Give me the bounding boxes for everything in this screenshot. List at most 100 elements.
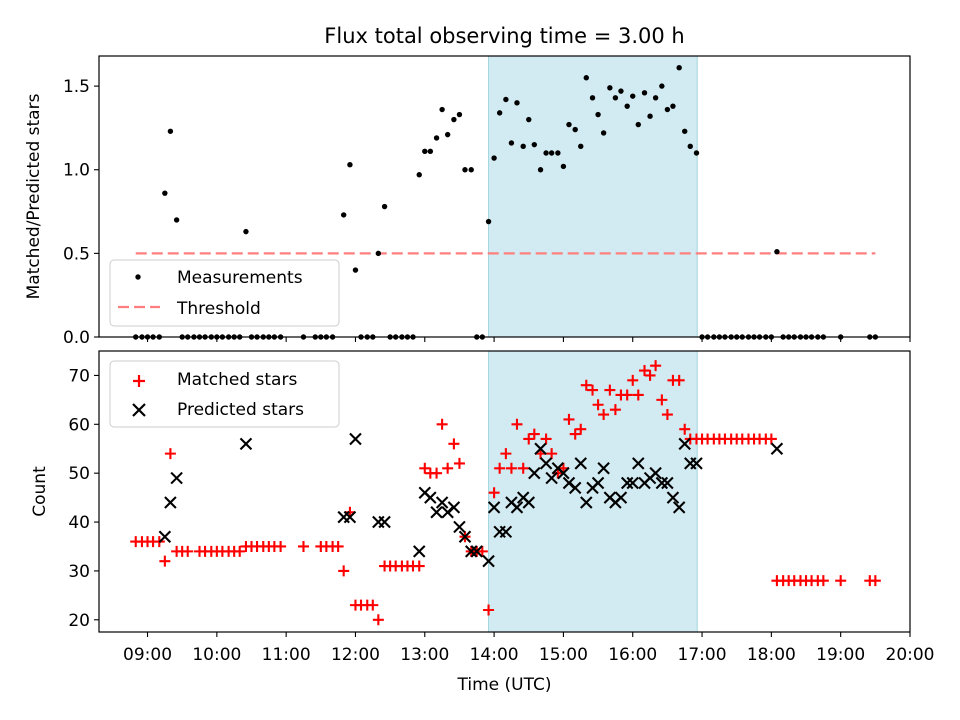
predicted-star-point <box>412 545 426 558</box>
measurement-point <box>451 116 457 123</box>
predicted-star-point <box>458 530 472 543</box>
measurement-point <box>503 96 509 103</box>
matched-star-point <box>367 599 379 611</box>
predicted-star-point <box>170 471 183 485</box>
matched-star-point <box>182 545 194 557</box>
measurement-point <box>607 85 613 91</box>
matched-star-point <box>679 423 691 435</box>
measurement-point <box>555 150 561 156</box>
measurement-point <box>624 103 630 109</box>
predicted-star-point <box>435 496 449 509</box>
matched-star-point <box>598 409 610 421</box>
matched-star-point <box>476 545 488 557</box>
matched-star-point <box>604 384 616 396</box>
count-ytick-label: 30 <box>68 562 90 582</box>
ratio-y-ticks: 0.0 0.5 1.0 1.5 <box>63 77 99 348</box>
matched-star-point <box>650 360 662 372</box>
count-panel: 20 30 40 50 60 70 09:00 10:00 11:00 12:00 13:00 14… <box>30 350 935 695</box>
matched-star-point <box>511 418 523 430</box>
matched-star-point <box>419 462 431 474</box>
measurement-point <box>439 106 445 113</box>
measurement-point <box>167 128 174 134</box>
ratio-ytick-label: 0.5 <box>63 244 90 264</box>
matched-star-point <box>234 545 246 557</box>
matched-star-point <box>569 428 581 440</box>
measurement-point <box>641 90 648 96</box>
ratio-ytick-label: 1.0 <box>63 161 90 181</box>
count-ytick-label: 20 <box>68 611 90 631</box>
measurement-point <box>508 140 515 146</box>
matched-star-point <box>494 462 506 474</box>
predicted-star-point <box>528 466 541 480</box>
measurement-point <box>456 111 463 118</box>
measurement-point <box>578 143 584 150</box>
measurement-point <box>352 267 359 273</box>
matched-star-point <box>431 467 443 479</box>
count-y-ticks: 20 30 40 50 60 70 <box>68 366 99 631</box>
predicted-star-point <box>666 491 680 504</box>
measurement-point <box>462 167 468 173</box>
matched-star-point <box>639 365 651 377</box>
ratio-panel: 0.0 0.5 1.0 1.5 Matched/Predicted stars Mea… <box>24 55 911 348</box>
measurement-point <box>491 155 497 161</box>
count-xtick-label: 18:00 <box>747 645 796 665</box>
measurement-point <box>635 121 641 128</box>
legend-marker-predicted <box>132 403 146 417</box>
predicted-star-point <box>574 457 587 470</box>
predicted-star-point <box>672 501 686 514</box>
measurement-point <box>664 106 671 113</box>
count-xtick-label: 14:00 <box>470 645 519 665</box>
measurement-point <box>520 143 526 150</box>
predicted-star-point <box>349 432 362 446</box>
matched-star-point <box>436 418 448 430</box>
measurement-point <box>531 141 538 148</box>
measurement-point <box>537 167 544 173</box>
matched-star-point <box>372 614 384 626</box>
matched-star-point <box>442 462 454 474</box>
matched-star-point <box>500 448 512 460</box>
measurement-point <box>618 88 624 94</box>
count-legend-box <box>109 360 340 428</box>
measurement-point <box>612 95 619 101</box>
measurement-point <box>375 250 382 257</box>
count-ytick-label: 70 <box>68 366 90 386</box>
matched-star-point <box>523 433 535 445</box>
ratio-y-axis-label: Matched/Predicted stars <box>24 93 44 299</box>
predicted-star-point <box>343 510 357 524</box>
measurement-point <box>543 150 549 156</box>
legend-marker-matched <box>133 375 145 387</box>
predicted-star-point <box>655 476 669 490</box>
matched-star-point <box>483 604 495 616</box>
measurement-point <box>560 163 567 170</box>
measurement-point <box>514 100 520 106</box>
matched-star-point <box>338 565 350 577</box>
matched-star-point <box>164 448 176 460</box>
matched-star-point <box>632 389 644 401</box>
legend-label-predicted: Predicted stars <box>177 400 304 420</box>
predicted-star-point <box>487 501 501 514</box>
predicted-star-point <box>690 457 703 470</box>
matched-star-point <box>765 433 777 445</box>
measurement-point <box>381 203 388 210</box>
measurement-point <box>444 131 451 138</box>
measurement-point <box>693 150 700 156</box>
predicted-star-point <box>649 466 662 480</box>
measurement-point <box>526 116 532 123</box>
predicted-star-point <box>557 466 570 480</box>
matched-star-point <box>587 384 599 396</box>
count-xtick-label: 13:00 <box>400 645 449 665</box>
legend-label-matched: Matched stars <box>177 370 297 390</box>
matched-star-point <box>448 438 460 450</box>
measurement-point <box>548 150 555 156</box>
count-xtick-label: 11:00 <box>262 645 311 665</box>
measurement-point <box>347 162 353 168</box>
measurement-point <box>416 172 422 178</box>
count-xtick-label: 10:00 <box>192 645 241 665</box>
matched-star-point <box>528 428 540 440</box>
predicted-star-point <box>499 525 513 539</box>
count-xtick-label: 19:00 <box>816 645 865 665</box>
count-axes-frame <box>98 350 911 633</box>
predicted-star-point <box>482 554 495 568</box>
predicted-star-point <box>580 496 593 509</box>
